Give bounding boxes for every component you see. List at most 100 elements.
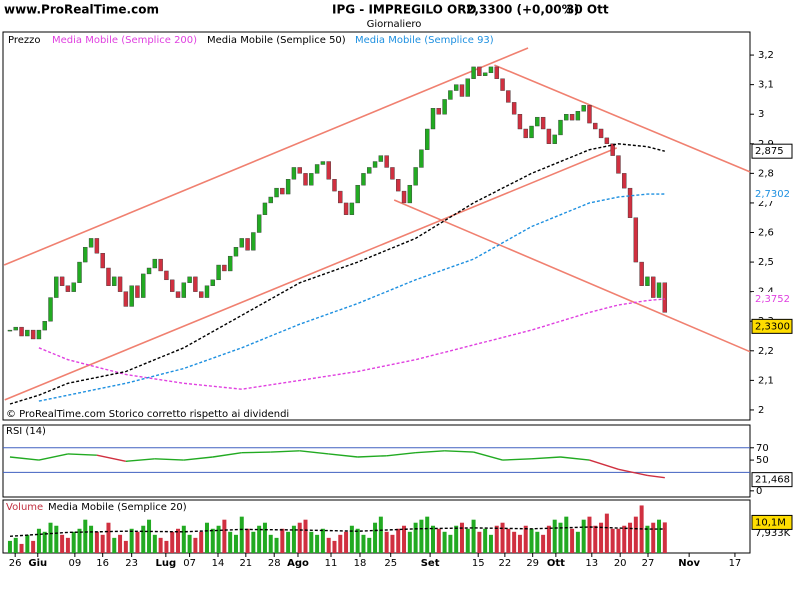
volume-bar	[118, 534, 123, 553]
candle	[656, 282, 662, 298]
volume-bar	[129, 528, 134, 553]
x-tick-label: 22	[498, 558, 511, 569]
volume-bar	[651, 522, 656, 553]
candle	[361, 173, 366, 186]
candle	[343, 202, 349, 215]
candle	[30, 329, 36, 340]
candle	[453, 84, 459, 91]
x-tick-label: 28	[268, 558, 281, 569]
candle	[204, 285, 210, 298]
candle	[645, 276, 650, 286]
candle	[523, 128, 528, 139]
rsi-segment	[212, 451, 242, 458]
value-box-label: 2,7302	[755, 189, 790, 200]
candle	[88, 238, 94, 248]
volume-bar	[251, 531, 256, 553]
candle	[158, 258, 163, 272]
x-tick-label: 26	[9, 558, 22, 569]
volume-bar	[297, 522, 302, 553]
volume-bar	[83, 519, 88, 553]
volume-bar	[42, 531, 47, 553]
candle	[187, 276, 192, 283]
volume-bar	[36, 528, 41, 553]
site: www.ProRealTime.com	[4, 3, 159, 17]
volume-bar	[471, 519, 476, 553]
candle	[633, 217, 639, 263]
candle	[164, 270, 169, 281]
ma-line	[38, 193, 665, 402]
candle	[59, 276, 65, 286]
y-tick-label: 3,2	[758, 50, 774, 61]
candle	[268, 196, 273, 204]
x-tick-label: Giu	[28, 558, 47, 569]
x-tick-label: 16	[96, 558, 109, 569]
candle	[262, 202, 268, 215]
rsi-segment	[444, 450, 474, 453]
volume-bar	[210, 528, 215, 553]
volume-bar	[60, 534, 65, 553]
volume-bar	[500, 522, 505, 553]
volume-bar	[262, 522, 267, 553]
y-tick-label: 0	[756, 486, 762, 497]
candle	[401, 190, 407, 204]
price: 2,3300 (+0,00%)	[466, 3, 579, 17]
candle	[471, 66, 476, 79]
volume-bar	[320, 528, 325, 553]
value-box	[752, 291, 792, 306]
candle	[141, 273, 146, 298]
volume-bar	[315, 534, 320, 553]
y-tick-label: 70	[756, 443, 769, 454]
volume-bar	[193, 537, 198, 553]
rsi-segment	[67, 453, 97, 456]
x-tick-label: Ott	[547, 558, 565, 569]
candle	[338, 190, 343, 204]
candle	[239, 238, 244, 248]
candle	[465, 78, 470, 97]
candle	[436, 108, 441, 115]
candle	[210, 279, 215, 286]
candle	[506, 90, 511, 103]
volume-bar	[326, 537, 331, 553]
volume-bar	[309, 531, 314, 553]
rsi-segment	[531, 456, 561, 460]
value-box-label: 21,468	[755, 475, 790, 486]
volume-bar	[344, 531, 349, 553]
candle	[639, 261, 644, 286]
volume-bar	[77, 528, 82, 553]
y-tick-label: 50	[756, 455, 769, 466]
volume-bar	[384, 531, 389, 553]
ma-line	[38, 298, 665, 390]
rsi-segment	[125, 458, 155, 463]
candle	[291, 167, 297, 180]
candle	[367, 167, 372, 174]
y-tick-label: 2,6	[758, 228, 774, 239]
volume-bar	[657, 519, 662, 553]
rsi-segment	[415, 450, 445, 454]
volume-bar	[216, 525, 221, 553]
volume-bar	[25, 534, 30, 553]
volume-bar	[448, 534, 453, 553]
volume-bar	[338, 534, 343, 553]
candle	[71, 282, 76, 292]
volume-bar	[552, 519, 557, 553]
candle	[517, 114, 523, 130]
legend-label: Media Mobile (Semplice 200)	[52, 35, 197, 46]
volume-bar	[604, 513, 609, 553]
value-box-label: 2,3752	[755, 294, 790, 305]
candle	[280, 187, 285, 195]
y-tick-label: 2,8	[758, 168, 774, 179]
volume-bar	[558, 522, 563, 553]
x-tick-label: 29	[526, 558, 539, 569]
candle	[494, 66, 499, 79]
candle	[627, 187, 633, 218]
volume-bar	[123, 540, 128, 553]
legend-label: Media Mobile (Semplice 50)	[207, 35, 346, 46]
candle	[297, 167, 302, 174]
volume-bar	[599, 522, 604, 553]
price-panel	[2, 31, 751, 421]
volume-bar	[477, 531, 482, 553]
candle	[54, 276, 59, 298]
candle	[419, 149, 424, 168]
candle	[349, 202, 355, 215]
volume-bar	[575, 531, 580, 553]
